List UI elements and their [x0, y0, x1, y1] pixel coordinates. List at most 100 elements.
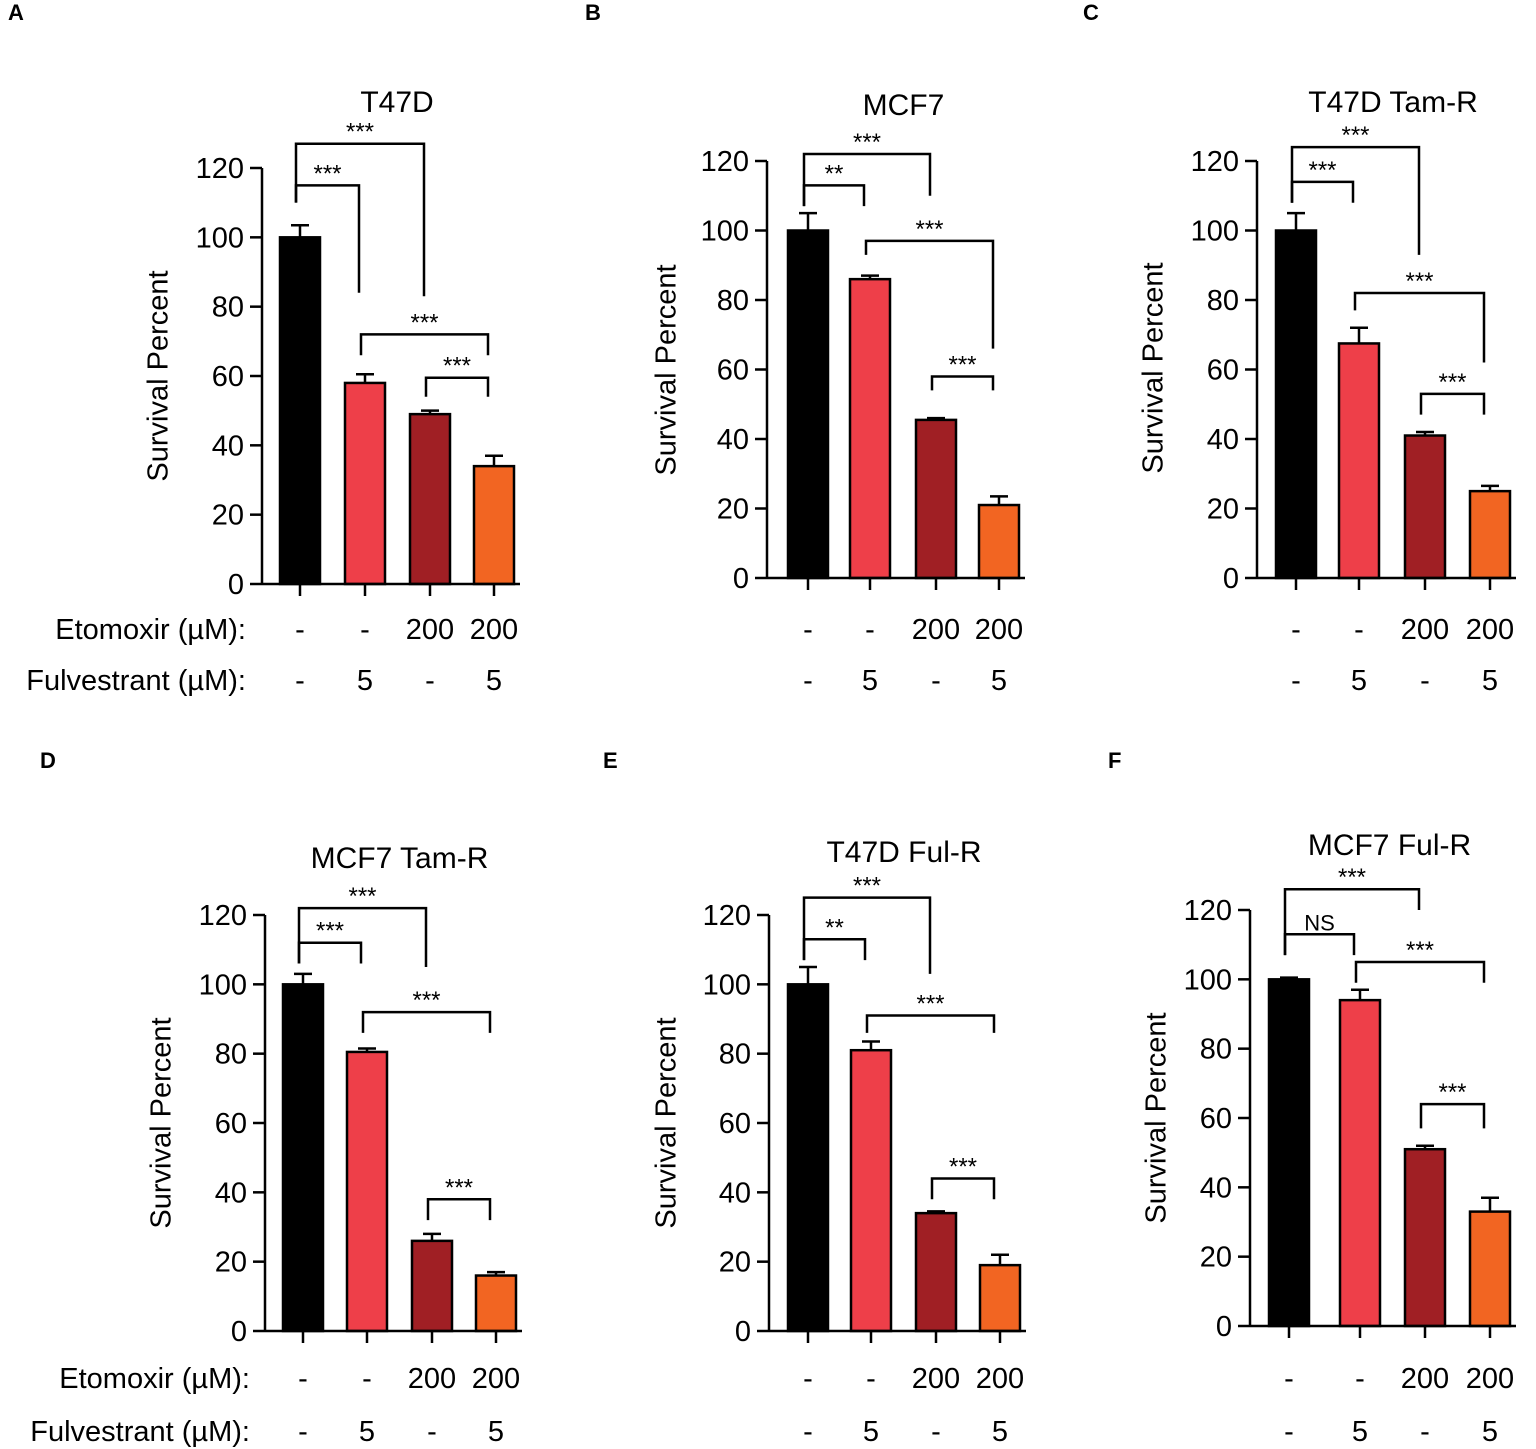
chart-title: MCF7 Tam-R — [311, 842, 489, 875]
y-tick-label: 0 — [735, 1316, 751, 1348]
significance-label: *** — [1438, 1079, 1466, 1106]
bar — [786, 983, 830, 1333]
etomoxir-value: 200 — [1401, 1363, 1449, 1395]
significance-bracket — [802, 896, 932, 974]
etomoxir-value: - — [865, 614, 875, 646]
significance-label: *** — [853, 129, 881, 156]
significance-label: *** — [1406, 937, 1434, 964]
significance-bracket — [1419, 392, 1486, 415]
y-tick-label: 80 — [215, 1039, 247, 1071]
significance-label: *** — [915, 216, 943, 243]
y-tick-label: 80 — [1207, 285, 1239, 317]
fulvestrant-value: 5 — [359, 1416, 375, 1448]
chart-title: MCF7 Ful-R — [1308, 829, 1471, 862]
fulvestrant-row-label: Fulvestrant (µM): — [30, 1416, 250, 1448]
y-tick-label: 80 — [1200, 1034, 1232, 1066]
significance-bracket — [1353, 291, 1486, 363]
significance-label: *** — [916, 991, 944, 1018]
y-tick-label: 100 — [703, 969, 751, 1001]
y-tick-label: 20 — [212, 500, 244, 532]
y-tick-label: 20 — [719, 1247, 751, 1279]
etomoxir-value: 200 — [975, 614, 1023, 646]
significance-label: *** — [948, 351, 976, 378]
fulvestrant-value: 5 — [486, 665, 502, 697]
bar — [1468, 1210, 1512, 1328]
significance-bracket — [359, 333, 490, 356]
etomoxir-row-label: Etomoxir (µM): — [55, 614, 246, 646]
fulvestrant-value: - — [298, 1416, 308, 1448]
etomoxir-value: - — [1284, 1363, 1294, 1395]
significance-bracket — [426, 1198, 492, 1221]
y-tick-label: 20 — [717, 494, 749, 526]
etomoxir-value: - — [866, 1363, 876, 1395]
y-tick-label: 80 — [717, 285, 749, 317]
fulvestrant-value: 5 — [357, 665, 373, 697]
significance-bracket — [802, 184, 866, 207]
fulvestrant-value: 5 — [991, 665, 1007, 697]
significance-label: *** — [1405, 268, 1433, 295]
etomoxir-value: - — [1354, 614, 1364, 646]
y-tick-label: 40 — [1207, 424, 1239, 456]
fulvestrant-value: 5 — [1482, 665, 1498, 697]
bar — [408, 412, 452, 586]
significance-label: NS — [1304, 910, 1335, 935]
y-tick-label: 100 — [199, 969, 247, 1001]
etomoxir-value: 200 — [408, 1363, 456, 1395]
panel-letter: C — [1083, 0, 1099, 25]
fulvestrant-value: 5 — [862, 665, 878, 697]
significance-bracket — [424, 376, 490, 397]
fulvestrant-value: - — [295, 665, 305, 697]
y-tick-label: 80 — [719, 1039, 751, 1071]
fulvestrant-value: - — [1291, 665, 1301, 697]
fulvestrant-value: - — [931, 1416, 941, 1448]
y-tick-label: 100 — [196, 222, 244, 254]
significance-bracket — [1354, 960, 1486, 983]
significance-label: *** — [443, 353, 471, 380]
y-tick-label: 40 — [1200, 1172, 1232, 1204]
significance-label: *** — [1341, 122, 1369, 149]
fulvestrant-value: - — [1420, 1416, 1430, 1448]
panel-letter: A — [8, 0, 24, 25]
y-tick-label: 0 — [1223, 563, 1239, 595]
panel-e-chart: T47D Ful-R Survival Percent 0 20 40 60 80 100 12… — [651, 836, 1026, 1448]
y-tick-label: 20 — [1207, 494, 1239, 526]
significance-label: *** — [445, 1174, 473, 1201]
bar — [914, 418, 958, 580]
y-tick-label: 60 — [215, 1108, 247, 1140]
bar — [345, 1050, 389, 1333]
significance-bracket — [1283, 887, 1421, 956]
y-tick-label: 40 — [212, 430, 244, 462]
bar — [978, 1263, 1022, 1333]
y-tick-label: 120 — [199, 900, 247, 932]
significance-label: *** — [412, 987, 440, 1014]
y-tick-label: 100 — [1184, 964, 1232, 996]
fulvestrant-value: 5 — [1482, 1416, 1498, 1448]
bar — [1267, 978, 1311, 1328]
etomoxir-value: 200 — [912, 614, 960, 646]
y-tick-label: 60 — [717, 355, 749, 387]
significance-label: *** — [853, 873, 881, 900]
chart-title: T47D Ful-R — [826, 836, 981, 869]
bar — [1403, 1147, 1447, 1328]
significance-bracket — [1283, 933, 1356, 956]
bar — [848, 277, 892, 580]
fulvestrant-row-label: Fulvestrant (µM): — [26, 665, 246, 697]
significance-label: *** — [348, 883, 376, 910]
etomoxir-value: - — [295, 614, 305, 646]
y-axis-label: Survival Percent — [1138, 262, 1170, 473]
y-axis-label: Survival Percent — [651, 264, 683, 475]
y-tick-label: 120 — [703, 900, 751, 932]
bar — [343, 381, 387, 586]
significance-label: *** — [346, 119, 374, 146]
y-tick-label: 60 — [212, 361, 244, 393]
fulvestrant-value: 5 — [1352, 1416, 1368, 1448]
panel-letter: F — [1108, 748, 1121, 773]
y-tick-label: 60 — [1207, 355, 1239, 387]
significance-bracket — [864, 239, 995, 349]
etomoxir-value: 200 — [1401, 614, 1449, 646]
fulvestrant-value: - — [425, 665, 435, 697]
y-axis-label: Survival Percent — [651, 1017, 683, 1228]
significance-label: *** — [313, 160, 341, 187]
